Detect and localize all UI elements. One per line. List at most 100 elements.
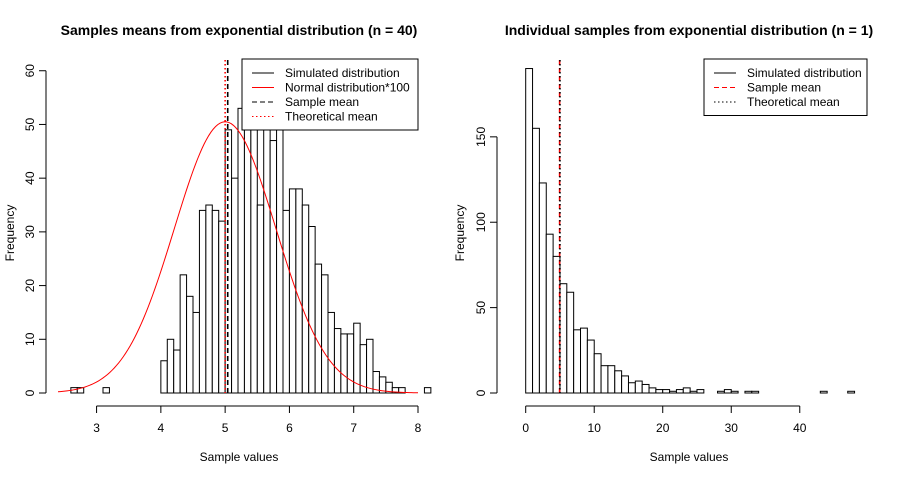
histogram-bar xyxy=(607,365,616,394)
histogram-bar xyxy=(173,349,181,394)
histogram-bar xyxy=(366,338,374,394)
x-axis-label: Sample values xyxy=(650,450,729,464)
y-tick-label: 10 xyxy=(23,332,37,346)
y-tick-label: 0 xyxy=(474,389,488,396)
y-axis: 0 50 100 150 xyxy=(474,127,498,396)
histogram-bar xyxy=(211,209,220,394)
histogram-bar xyxy=(263,86,271,394)
histogram-bar xyxy=(717,390,725,394)
y-tick-label: 40 xyxy=(23,171,37,185)
histogram-bar xyxy=(586,339,595,394)
x-tick-label: 6 xyxy=(286,421,293,435)
legend-entry: Simulated distribution xyxy=(747,66,862,80)
legend-entry: Simulated distribution xyxy=(285,66,400,80)
y-tick-label: 0 xyxy=(23,389,37,396)
histogram-bar xyxy=(525,68,534,394)
histogram-bar xyxy=(314,263,323,394)
y-tick-label: 150 xyxy=(474,127,488,147)
x-tick-label: 30 xyxy=(725,421,739,435)
histogram-bar xyxy=(218,220,226,394)
legend-entry: Theoretical mean xyxy=(285,110,378,124)
histogram-bar xyxy=(76,387,85,394)
legend-box xyxy=(241,58,419,131)
histogram-bar xyxy=(346,333,355,394)
legend-entry: Sample mean xyxy=(285,95,359,109)
histogram-bar xyxy=(186,295,194,394)
histogram-bar xyxy=(102,387,110,394)
x-axis-label: Sample values xyxy=(200,450,279,464)
panel-sample-means: Samples means from exponential distribut… xyxy=(3,22,432,464)
legend-entry: Normal distribution*100 xyxy=(285,81,410,95)
histogram-bar xyxy=(580,327,588,394)
chart-title: Samples means from exponential distribut… xyxy=(61,22,418,38)
histogram-bar xyxy=(301,204,310,394)
y-tick-label: 50 xyxy=(23,117,37,131)
histogram-bar xyxy=(179,274,188,394)
histogram-bars xyxy=(525,68,856,394)
y-tick-label: 60 xyxy=(23,64,37,78)
histogram-bar xyxy=(847,390,856,394)
legend-entry: Theoretical mean xyxy=(747,95,840,109)
histogram-bar xyxy=(593,353,602,394)
histogram-bar xyxy=(614,370,623,394)
histogram-bar xyxy=(532,127,540,394)
y-tick-label: 100 xyxy=(474,212,488,232)
histogram-bar xyxy=(340,333,348,394)
histogram-bar xyxy=(205,204,213,394)
histogram-bar xyxy=(166,338,175,394)
histogram-bar xyxy=(321,274,329,394)
x-tick-label: 10 xyxy=(588,421,602,435)
histogram-bar xyxy=(751,390,760,394)
histogram-bar xyxy=(231,177,239,394)
histogram-bar xyxy=(621,375,629,394)
histogram-bar xyxy=(198,209,207,394)
histogram-bar xyxy=(682,387,691,394)
histogram-bar xyxy=(566,291,575,394)
histogram-bar xyxy=(237,107,245,394)
y-tick-label: 50 xyxy=(474,301,488,315)
x-tick-label: 0 xyxy=(522,421,529,435)
histogram-bar xyxy=(538,182,547,394)
histogram-bar xyxy=(545,233,554,394)
histogram-bar xyxy=(423,387,432,394)
x-tick-label: 7 xyxy=(350,421,357,435)
histogram-bar xyxy=(675,389,684,394)
histogram-bar xyxy=(662,389,671,394)
histogram-bar xyxy=(288,188,297,394)
histogram-bar xyxy=(723,389,732,394)
y-axis: 0 10 20 30 40 50 60 xyxy=(23,64,47,396)
y-axis-label: Frequency xyxy=(453,205,467,262)
chart-title: Individual samples from exponential dist… xyxy=(505,22,873,38)
histogram-bar xyxy=(689,390,698,394)
y-axis-label: Frequency xyxy=(3,205,17,262)
mean-lines xyxy=(224,60,229,393)
normal-distribution-curve xyxy=(57,121,419,394)
x-tick-label: 40 xyxy=(793,421,807,435)
histogram-bar xyxy=(295,188,303,394)
histogram-bar xyxy=(308,226,316,394)
histogram-bar xyxy=(655,389,664,394)
histogram-bar xyxy=(819,390,828,394)
histogram-bar xyxy=(333,328,342,394)
histogram-bar xyxy=(744,390,753,394)
histogram-bar xyxy=(192,311,200,394)
histogram-bar xyxy=(634,380,643,394)
panel-individual-samples: Individual samples from exponential dist… xyxy=(453,22,873,464)
histogram-bar xyxy=(559,283,568,394)
histogram-bar xyxy=(600,365,609,394)
histogram-bar xyxy=(627,382,636,394)
histogram-bar xyxy=(398,387,406,394)
normal-curve xyxy=(57,121,419,394)
x-tick-label: 4 xyxy=(158,421,165,435)
histogram-bar xyxy=(669,390,677,394)
histogram-bar xyxy=(648,387,657,394)
y-tick-label: 30 xyxy=(23,225,37,239)
histogram-bar xyxy=(160,360,168,394)
histogram-bar xyxy=(730,390,739,394)
x-tick-label: 8 xyxy=(415,421,422,435)
x-axis: 0 10 20 30 40 xyxy=(522,405,807,435)
x-tick-label: 5 xyxy=(222,421,229,435)
